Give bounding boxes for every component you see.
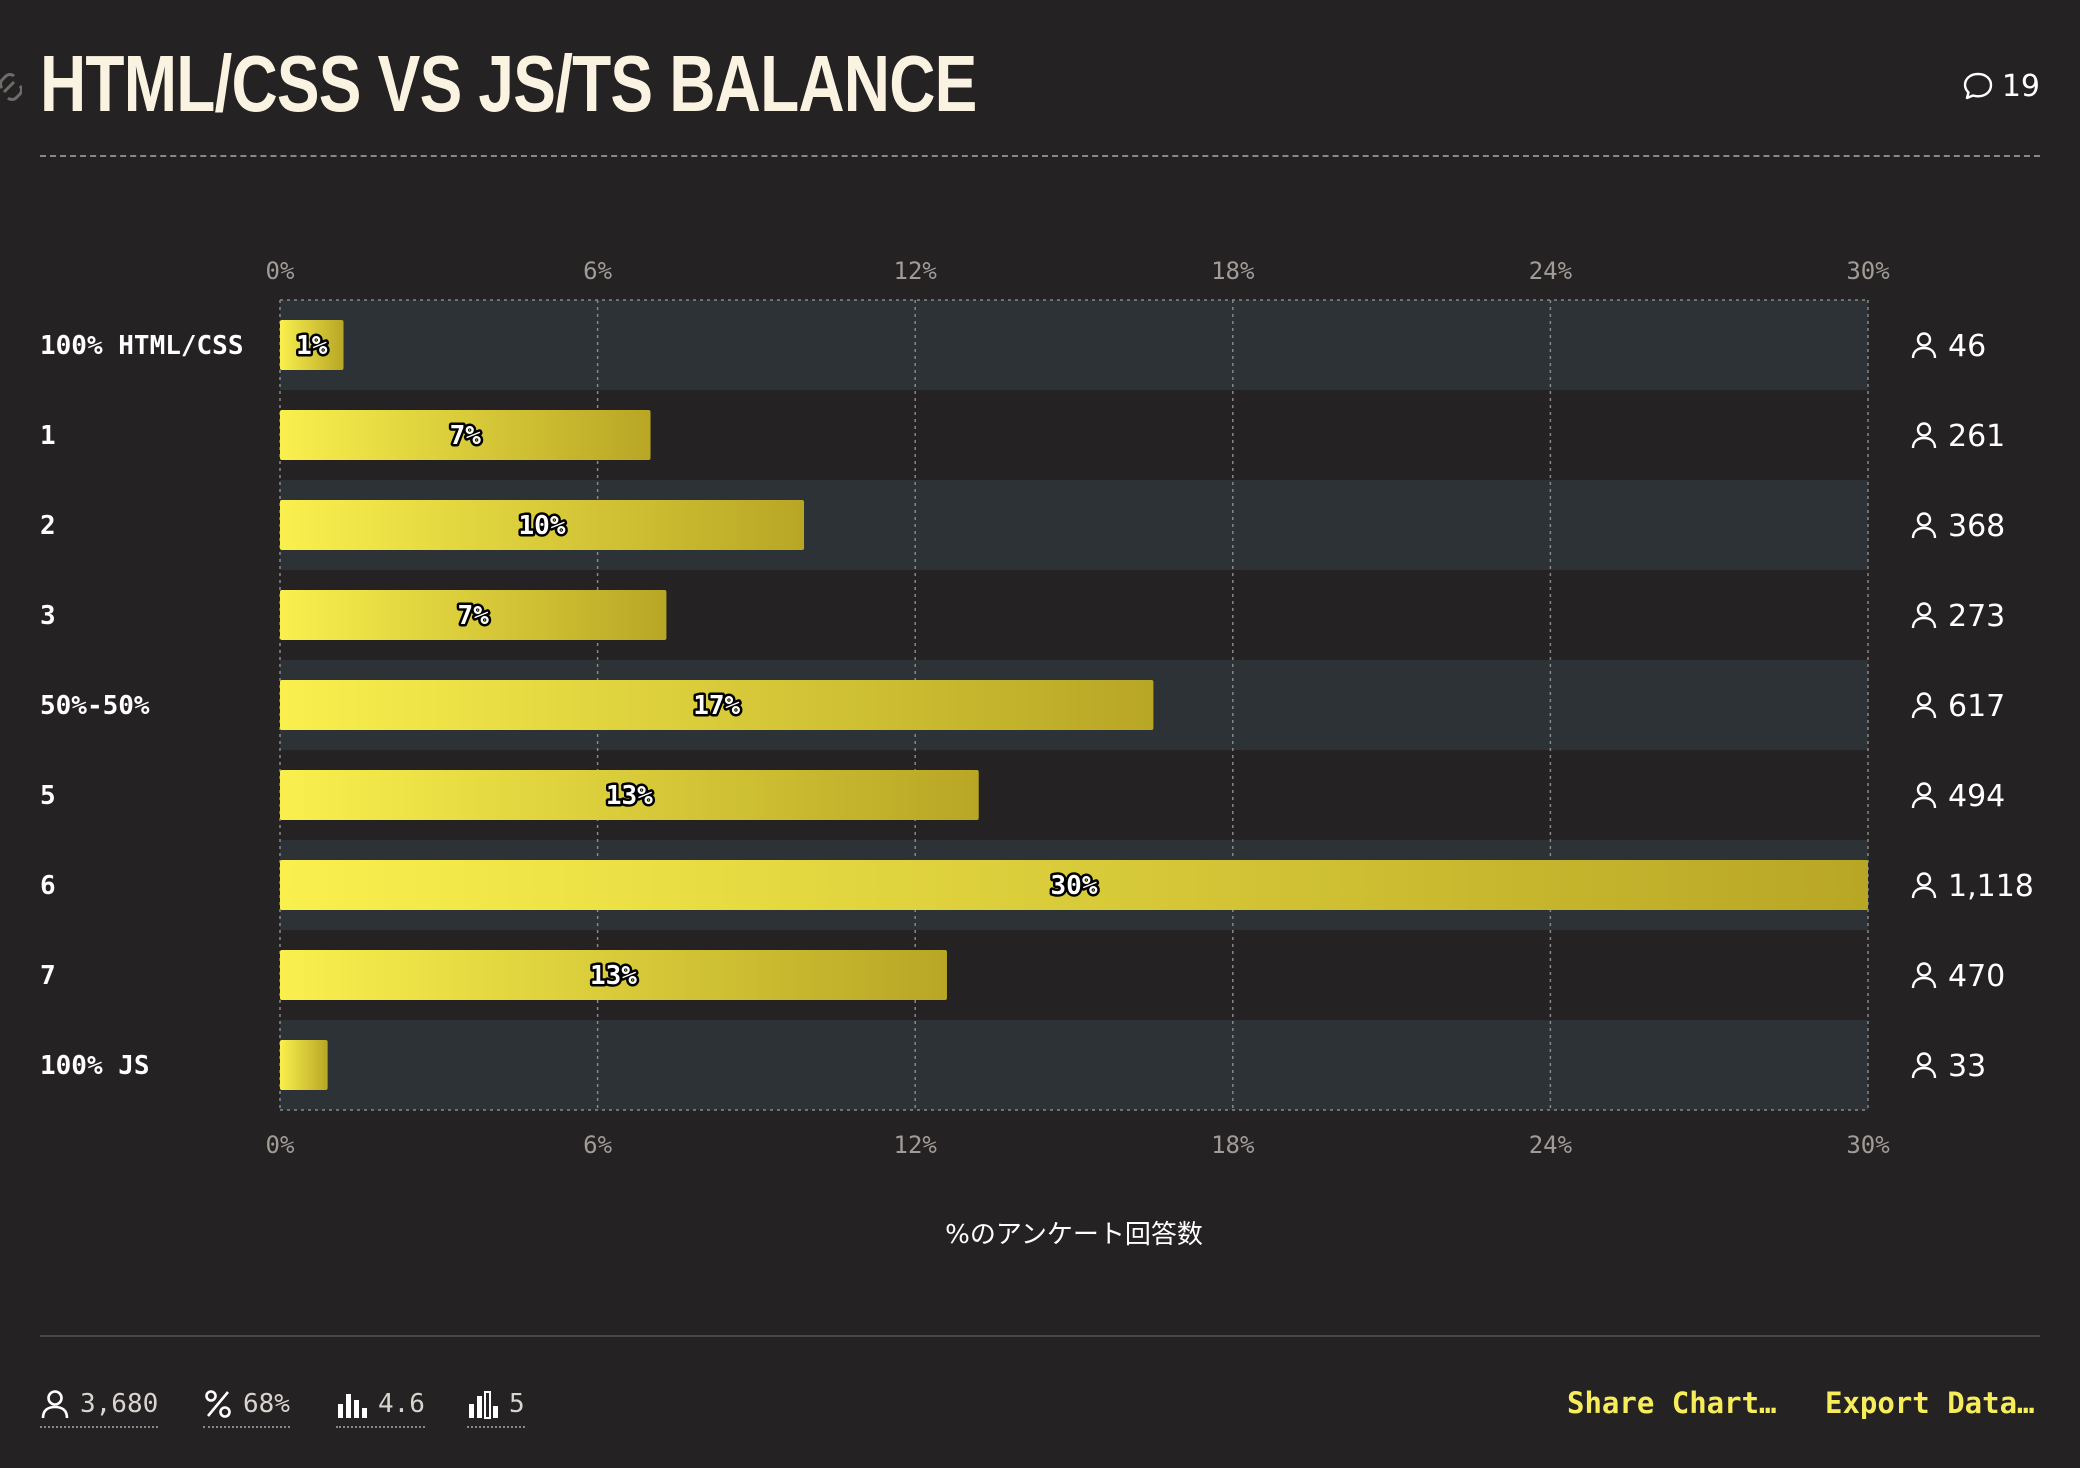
x-tick-label-top: 24% bbox=[1529, 257, 1573, 285]
category-label: 7 bbox=[40, 961, 56, 991]
bar[interactable] bbox=[280, 680, 1154, 730]
category-label: 2 bbox=[40, 511, 56, 541]
user-icon bbox=[1911, 332, 1937, 359]
user-icon bbox=[1911, 692, 1937, 719]
row-band bbox=[280, 1020, 1868, 1110]
respondent-count: 368 bbox=[1911, 509, 2005, 544]
respondent-count: 33 bbox=[1911, 1049, 1986, 1084]
user-icon bbox=[1911, 512, 1937, 539]
bar-value-label: 7% bbox=[458, 601, 490, 631]
respondents-value: 3,680 bbox=[80, 1389, 159, 1419]
count-value: 368 bbox=[1948, 509, 2005, 544]
bar-value-label: 30% bbox=[1051, 871, 1098, 901]
comments-button[interactable]: 19 bbox=[1962, 66, 2040, 106]
count-value: 261 bbox=[1948, 419, 2005, 454]
median-bars-icon bbox=[469, 1391, 498, 1419]
x-tick-label-bottom: 0% bbox=[266, 1131, 295, 1159]
respondents-stat[interactable]: 3,680 bbox=[40, 1384, 159, 1428]
row-band bbox=[280, 300, 1868, 390]
x-tick-label-top: 12% bbox=[894, 257, 938, 285]
bar[interactable] bbox=[280, 770, 979, 820]
category-label: 100% JS bbox=[40, 1051, 150, 1081]
bar-value-label: 13% bbox=[590, 961, 637, 991]
x-tick-label-bottom: 18% bbox=[1211, 1131, 1255, 1159]
x-axis-title: %のアンケート回答数 bbox=[945, 1220, 1203, 1250]
export-data-button[interactable]: Export Data… bbox=[1825, 1386, 2035, 1420]
respondent-count: 494 bbox=[1911, 779, 2005, 814]
count-value: 494 bbox=[1948, 779, 2005, 814]
category-label: 100% HTML/CSS bbox=[40, 331, 244, 361]
comment-count: 19 bbox=[2001, 68, 2040, 104]
count-value: 46 bbox=[1948, 329, 1986, 364]
x-tick-label-top: 30% bbox=[1846, 257, 1890, 285]
percent-value: 68% bbox=[243, 1389, 290, 1419]
bar[interactable] bbox=[280, 860, 1868, 910]
user-icon bbox=[1911, 602, 1937, 629]
x-tick-label-bottom: 24% bbox=[1529, 1131, 1573, 1159]
average-value: 4.6 bbox=[378, 1389, 425, 1419]
bar[interactable] bbox=[280, 500, 805, 550]
x-tick-label-bottom: 12% bbox=[894, 1131, 938, 1159]
percent-icon bbox=[205, 1390, 231, 1418]
count-value: 273 bbox=[1948, 599, 2005, 634]
category-label: 3 bbox=[40, 601, 56, 631]
respondent-count: 1,118 bbox=[1911, 869, 2034, 904]
bar-value-label: 10% bbox=[519, 511, 566, 541]
user-icon bbox=[1911, 1052, 1937, 1079]
title-divider bbox=[40, 155, 2040, 157]
count-value: 1,118 bbox=[1948, 869, 2034, 904]
link-icon[interactable] bbox=[0, 72, 22, 102]
bar[interactable] bbox=[280, 320, 344, 370]
user-icon bbox=[1911, 782, 1937, 809]
bar[interactable] bbox=[280, 950, 947, 1000]
category-label: 50%-50% bbox=[40, 691, 150, 721]
respondent-count: 617 bbox=[1911, 689, 2005, 724]
bar[interactable] bbox=[280, 1040, 328, 1090]
user-icon bbox=[1911, 962, 1937, 989]
x-tick-label-bottom: 6% bbox=[583, 1131, 612, 1159]
comment-icon bbox=[1963, 72, 1993, 100]
bar-chart: 1% 7% 10% 7% 17% 13% 30% 13% 0% 6% 12% 18% 24% 30% 0… bbox=[40, 257, 2034, 1250]
user-icon bbox=[1911, 872, 1937, 899]
bar-value-label: 7% bbox=[450, 421, 482, 451]
respondent-count: 46 bbox=[1911, 329, 1986, 364]
chart-title: HTML/CSS VS JS/TS BALANCE bbox=[40, 39, 977, 128]
category-label: 1 bbox=[40, 421, 56, 451]
bar-value-label: 17% bbox=[693, 691, 740, 721]
x-tick-label-top: 18% bbox=[1211, 257, 1255, 285]
bar-value-label: 1% bbox=[296, 331, 328, 361]
median-value: 5 bbox=[509, 1389, 525, 1419]
average-bars-icon bbox=[338, 1394, 367, 1418]
bar[interactable] bbox=[280, 590, 667, 640]
respondent-count: 261 bbox=[1911, 419, 2005, 454]
bar-value-label: 13% bbox=[606, 781, 653, 811]
user-icon bbox=[41, 1390, 69, 1419]
respondent-count: 273 bbox=[1911, 599, 2005, 634]
count-value: 617 bbox=[1948, 689, 2005, 724]
x-tick-label-top: 6% bbox=[583, 257, 612, 285]
count-value: 33 bbox=[1948, 1049, 1986, 1084]
user-icon bbox=[1911, 422, 1937, 449]
category-label: 5 bbox=[40, 781, 56, 811]
average-stat[interactable]: 4.6 bbox=[336, 1384, 425, 1428]
share-chart-button[interactable]: Share Chart… bbox=[1567, 1386, 1777, 1420]
x-tick-label-top: 0% bbox=[266, 257, 295, 285]
x-tick-label-bottom: 30% bbox=[1846, 1131, 1890, 1159]
percent-stat[interactable]: 68% bbox=[203, 1384, 290, 1428]
respondent-count: 470 bbox=[1911, 959, 2005, 994]
category-label: 6 bbox=[40, 871, 56, 901]
median-stat[interactable]: 5 bbox=[467, 1384, 525, 1428]
bar[interactable] bbox=[280, 410, 651, 460]
footer-divider bbox=[40, 1335, 2040, 1337]
count-value: 470 bbox=[1948, 959, 2005, 994]
